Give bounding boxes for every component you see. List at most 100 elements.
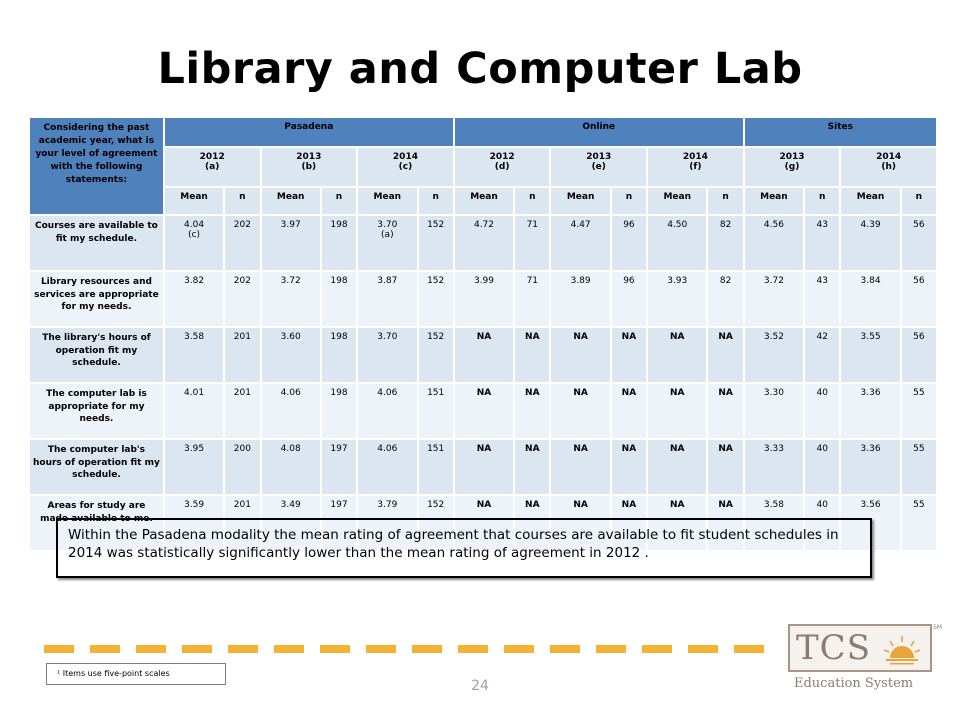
tcs-logo: TCS SM Education System <box>788 624 943 704</box>
mean-value: NA <box>669 500 685 510</box>
mean-column-header: Mean <box>452 186 516 216</box>
mean-value: 3.89 <box>570 276 591 286</box>
n-cell: 202 <box>223 214 262 272</box>
year-label: 2014 <box>682 152 708 162</box>
mean-value: NA <box>669 332 685 342</box>
slide-title: Library and Computer Lab <box>157 44 803 94</box>
n-cell: 152 <box>416 270 455 328</box>
mean-value: 3.59 <box>184 500 205 510</box>
n-cell: 197 <box>319 494 359 552</box>
mean-value: 3.99 <box>473 276 495 286</box>
mean-value: 3.72 <box>280 276 301 286</box>
year-label: 2014 <box>392 152 418 162</box>
n-cell: 201 <box>223 494 262 552</box>
n-cell: 55 <box>899 382 939 440</box>
year-letter: (a) <box>205 162 220 172</box>
dash-segment <box>596 645 626 653</box>
n-cell: 200 <box>223 438 262 496</box>
year-header: 2014 (h) <box>839 146 938 188</box>
table-row: The library's hours of operation fit my … <box>28 326 939 384</box>
year-label: 2013 <box>586 152 612 162</box>
mean-value: 3.36 <box>860 444 881 454</box>
mean-cell: 4.06 <box>356 382 419 440</box>
row-label: Areas for study are made available to me… <box>28 494 165 552</box>
dash-segment <box>136 645 166 653</box>
dash-segment <box>550 645 580 653</box>
dash-segment <box>228 645 258 653</box>
n-cell: 96 <box>609 270 649 328</box>
mean-cell: NA <box>549 382 612 440</box>
year-header: 2013 (b) <box>259 146 359 188</box>
footnote: ¹ Items use five-point scales <box>46 663 226 685</box>
mean-value: 3.79 <box>377 500 398 510</box>
mean-cell: 3.82 <box>162 270 226 328</box>
year-label: 2013 <box>296 152 322 162</box>
survey-table-container: Considering the past academic year, what… <box>28 116 939 552</box>
mean-value: NA <box>476 332 492 342</box>
mean-value: NA <box>669 388 685 398</box>
mean-cell: 4.08 <box>259 438 322 496</box>
group-header: Sites <box>742 116 939 148</box>
mean-column-header: Mean <box>356 186 419 216</box>
n-cell: 198 <box>319 382 359 440</box>
n-cell: 201 <box>223 326 262 384</box>
mean-value: NA <box>573 332 588 342</box>
mean-value: 3.97 <box>280 220 301 230</box>
dash-segment <box>44 645 74 653</box>
n-cell: 202 <box>223 270 262 328</box>
year-header-row: 2012 (a) 2013 (b) 2014 (c) 2012 (d) 2013 (e) 2014(… <box>29 146 938 188</box>
n-column-header: n <box>899 186 939 216</box>
mean-value: 4.06 <box>280 388 301 398</box>
mean-cell: 3.33 <box>742 438 806 496</box>
n-cell: NA <box>706 382 745 440</box>
mean-cell: NA <box>646 382 709 440</box>
mean-cell: 3.72 <box>742 270 806 328</box>
mean-cell: 4.47 <box>549 214 612 272</box>
mean-value: NA <box>476 500 492 510</box>
mean-value: NA <box>476 444 492 454</box>
mean-column-header: Mean <box>646 186 709 216</box>
mean-cell: 3.89 <box>549 270 612 328</box>
year-label: 2012 <box>489 152 515 162</box>
n-cell: 152 <box>416 326 455 384</box>
mean-cell: 3.30 <box>742 382 806 440</box>
mean-cell: 4.56 <box>742 214 806 272</box>
n-cell: 152 <box>416 214 455 272</box>
mean-cell: 3.36 <box>839 438 902 496</box>
dash-segment <box>504 645 534 653</box>
mean-value: 4.56 <box>763 220 784 230</box>
mean-value: 3.70 <box>377 332 398 342</box>
mean-value: 4.06 <box>377 388 398 398</box>
year-label: 2014 <box>876 152 902 162</box>
dash-segment <box>734 645 764 653</box>
mean-value: 3.58 <box>184 332 205 342</box>
significance-note: (a) <box>381 230 394 240</box>
column-header-row: Mean n Mean n Mean n Mean n Mean n Mean n Mean n Mean n <box>29 186 939 216</box>
n-cell: 152 <box>416 494 455 552</box>
n-column-header: n <box>319 186 359 216</box>
group-header: Pasadena <box>162 116 455 148</box>
mean-value: 3.36 <box>860 388 881 398</box>
n-cell: NA <box>513 382 552 440</box>
n-cell: 197 <box>319 438 359 496</box>
n-column-header: n <box>803 186 842 216</box>
n-cell: 55 <box>899 494 939 552</box>
mean-value: 3.87 <box>377 276 398 286</box>
mean-cell: 4.72 <box>452 214 516 272</box>
n-cell: 198 <box>319 214 359 272</box>
n-cell: 201 <box>223 382 262 440</box>
mean-cell: 3.59 <box>162 494 226 552</box>
mean-column-header: Mean <box>839 186 902 216</box>
n-cell: NA <box>513 326 552 384</box>
n-cell: NA <box>706 326 745 384</box>
mean-value: 3.55 <box>860 332 881 342</box>
mean-column-header: Mean <box>259 186 322 216</box>
logo-box: TCS <box>788 624 932 672</box>
year-letter: (f) <box>689 162 702 172</box>
mean-value: 3.56 <box>860 500 881 510</box>
survey-table: Considering the past academic year, what… <box>28 116 939 552</box>
mean-cell: 4.06 <box>259 382 322 440</box>
mean-value: 4.47 <box>570 220 591 230</box>
mean-value: NA <box>669 444 685 454</box>
year-label: 2013 <box>779 152 805 162</box>
